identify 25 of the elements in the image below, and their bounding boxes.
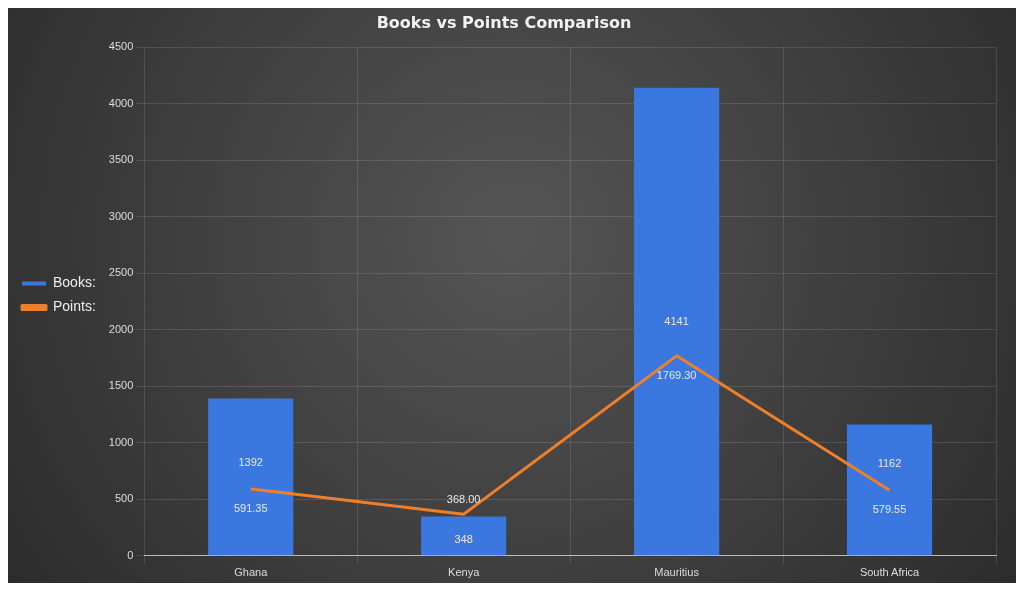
data-label: 4141 (664, 314, 689, 327)
data-label: 1392 (238, 456, 263, 468)
y-tick-label: 500 (114, 492, 134, 505)
y-tick-label: 2500 (108, 266, 134, 279)
y-tick-label: 0 (127, 548, 134, 561)
legend-label: Books: (53, 274, 96, 291)
x-tick-label: Mauritius (654, 566, 700, 579)
data-label: 591.35 (233, 502, 268, 514)
y-tick-label: 2000 (108, 322, 134, 335)
x-tick-label: Ghana (234, 566, 269, 579)
y-tick-label: 3500 (108, 153, 134, 166)
y-tick-label: 1000 (108, 435, 134, 448)
x-tick-label: Kenya (448, 566, 481, 579)
y-tick-label: 4000 (108, 96, 134, 109)
y-tick-label: 1500 (108, 379, 134, 392)
legend-label: Points: (53, 298, 96, 315)
y-tick-label: 3000 (108, 209, 134, 222)
chart-title: Books vs Points Comparison (376, 12, 632, 32)
data-label: 1162 (877, 457, 902, 470)
y-tick-label: 4500 (108, 40, 134, 53)
data-label: 579.55 (872, 503, 907, 516)
data-label: 368.00 (446, 493, 481, 506)
x-tick-label: South Africa (859, 566, 921, 579)
data-label: 1769.30 (656, 368, 697, 381)
data-label: 348 (454, 533, 473, 546)
